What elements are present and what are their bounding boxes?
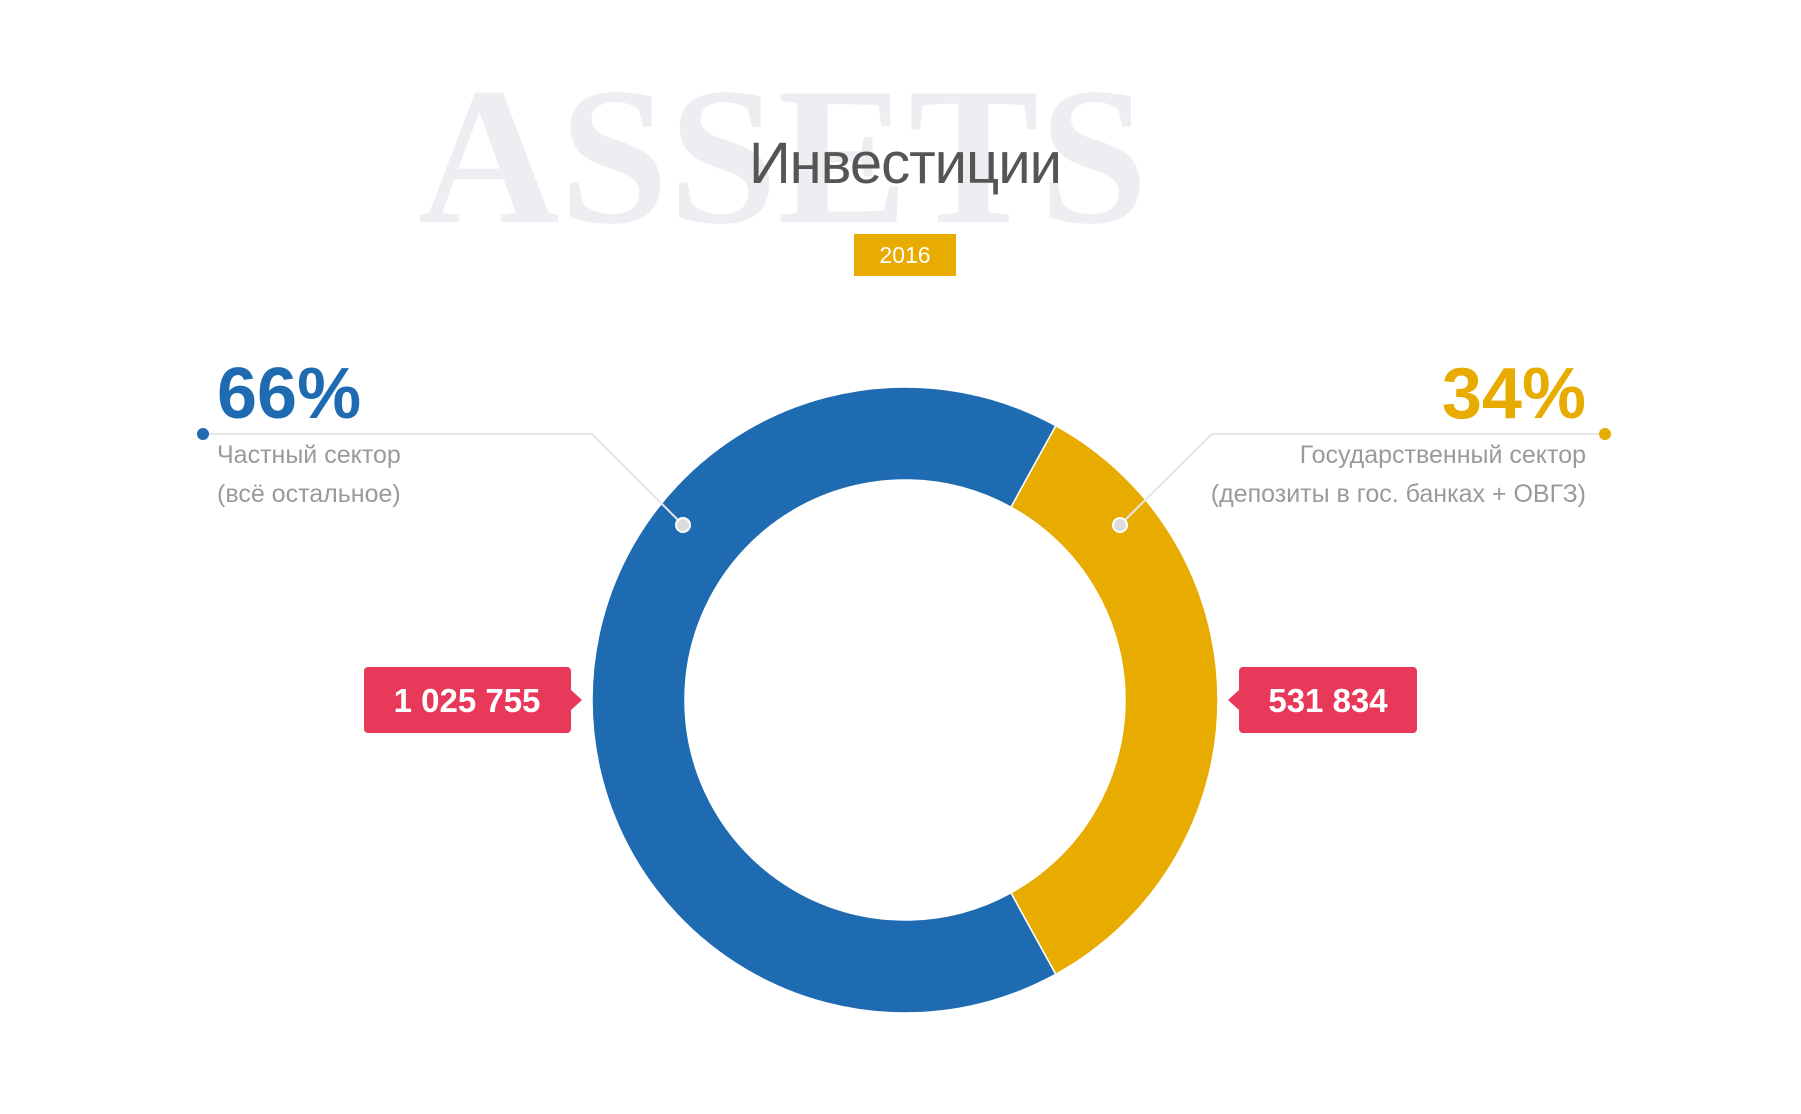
slice [1009,424,1219,976]
percent-label: 34% [1442,354,1586,434]
anchor-dot [675,517,691,533]
percent-label: 66% [217,354,361,434]
amount-label: 1 025 755 [394,682,541,719]
badge-arrow [1228,690,1239,710]
amount-label: 531 834 [1268,682,1388,719]
leader-dot [197,428,209,440]
category-note: (депозиты в гос. банках + ОВГЗ) [1211,480,1586,508]
amount-badge [1239,667,1417,733]
badge-arrow [571,690,582,710]
amount-badge [364,667,571,733]
leader-line [203,433,684,526]
slice [591,386,1057,1014]
category-label: Частный сектор [217,441,401,469]
chart-subtitle: 2016 [879,242,930,268]
category-note: (всё остальное) [217,480,401,508]
category-label: Государственный сектор [1300,441,1586,469]
leader-line [1119,433,1605,526]
subtitle-box [854,234,956,276]
anchor-dot [1112,517,1128,533]
watermark: ASSETS [418,48,1148,265]
chart-title: Инвестиции [749,131,1061,196]
leader-dot [1599,428,1611,440]
